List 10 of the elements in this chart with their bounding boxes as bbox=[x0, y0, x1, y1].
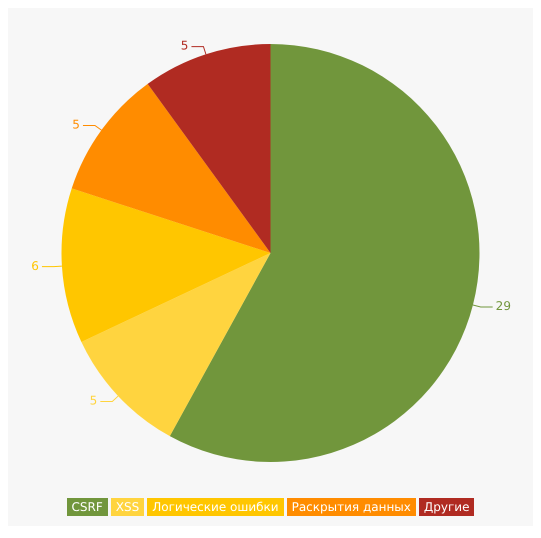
data-label: 6 bbox=[31, 258, 39, 273]
legend-label: Логические ошибки bbox=[152, 498, 284, 516]
legend-label: XSS bbox=[116, 498, 144, 516]
data-label: 5 bbox=[90, 394, 98, 408]
legend-label: CSRF bbox=[72, 498, 108, 516]
data-label: 5 bbox=[180, 38, 188, 53]
data-label: 29 bbox=[496, 299, 511, 314]
legend-label: Раскрытия данных bbox=[292, 498, 416, 516]
legend-label: Другие bbox=[424, 498, 474, 516]
data-label: 5 bbox=[72, 118, 80, 132]
